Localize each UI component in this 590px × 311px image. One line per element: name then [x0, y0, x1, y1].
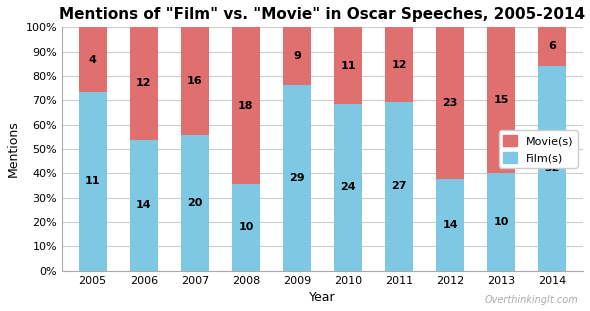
- Bar: [130, 27, 158, 140]
- Text: 14: 14: [136, 200, 152, 210]
- Bar: [334, 104, 362, 271]
- Text: 11: 11: [85, 176, 100, 186]
- Bar: [436, 27, 464, 179]
- Text: 11: 11: [340, 61, 356, 71]
- Bar: [78, 27, 107, 92]
- Text: 6: 6: [549, 41, 556, 52]
- Bar: [487, 27, 516, 173]
- Bar: [487, 173, 516, 271]
- Bar: [385, 102, 413, 271]
- Text: 18: 18: [238, 100, 254, 110]
- Text: 16: 16: [187, 77, 202, 86]
- Text: 20: 20: [187, 198, 202, 208]
- Bar: [436, 179, 464, 271]
- Text: 27: 27: [391, 181, 407, 191]
- Text: 9: 9: [293, 51, 301, 61]
- Bar: [181, 27, 209, 135]
- Text: 14: 14: [442, 220, 458, 230]
- Title: Mentions of "Film" vs. "Movie" in Oscar Speeches, 2005-2014: Mentions of "Film" vs. "Movie" in Oscar …: [60, 7, 586, 22]
- Text: 4: 4: [88, 55, 97, 65]
- Text: 15: 15: [494, 95, 509, 105]
- Bar: [78, 92, 107, 271]
- Bar: [283, 85, 311, 271]
- Bar: [538, 27, 566, 66]
- Text: 23: 23: [442, 98, 458, 108]
- Text: 10: 10: [238, 222, 254, 232]
- Bar: [538, 66, 566, 271]
- Bar: [385, 27, 413, 102]
- Y-axis label: Mentions: Mentions: [7, 121, 20, 177]
- Text: 12: 12: [391, 60, 407, 70]
- Bar: [181, 135, 209, 271]
- Text: 12: 12: [136, 78, 152, 88]
- X-axis label: Year: Year: [309, 291, 336, 304]
- Text: 29: 29: [289, 173, 305, 183]
- Legend: Movie(s), Film(s): Movie(s), Film(s): [499, 130, 578, 168]
- Bar: [130, 140, 158, 271]
- Text: 10: 10: [494, 217, 509, 227]
- Text: 32: 32: [545, 163, 560, 173]
- Bar: [283, 27, 311, 85]
- Text: 24: 24: [340, 182, 356, 192]
- Bar: [232, 184, 260, 271]
- Text: OverthinkingIt.com: OverthinkingIt.com: [484, 295, 578, 305]
- Bar: [334, 27, 362, 104]
- Bar: [232, 27, 260, 184]
